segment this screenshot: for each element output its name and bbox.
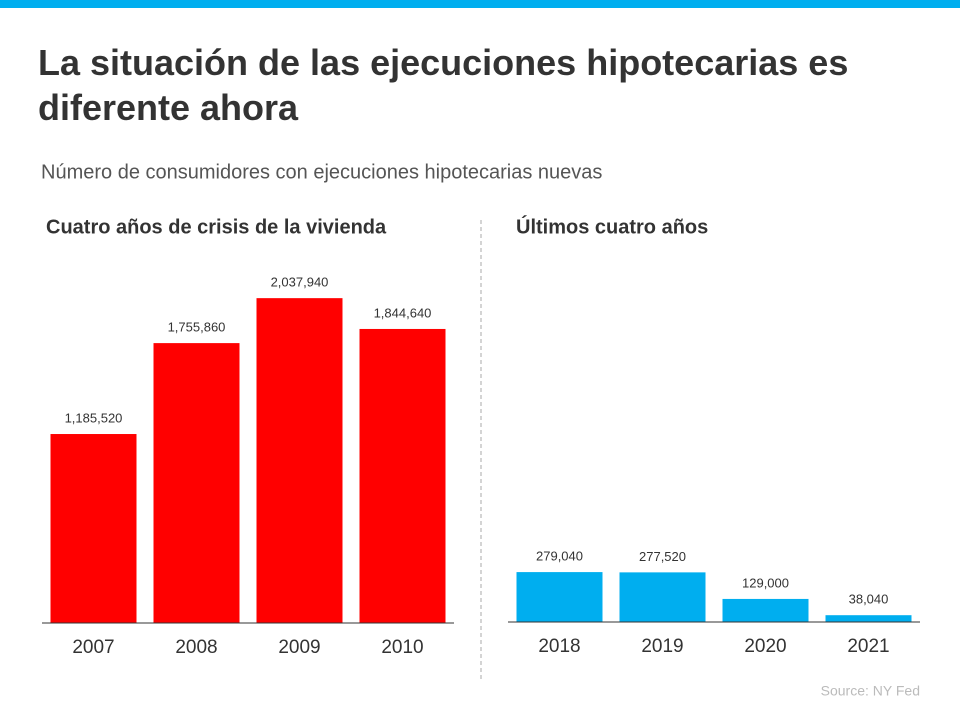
subtitle: Número de consumidores con ejecuciones h…: [41, 161, 602, 183]
x-tick-label: 2008: [175, 637, 217, 658]
bar: [256, 298, 343, 623]
bar: [825, 615, 912, 622]
value-label: 38,040: [849, 592, 889, 607]
value-label: 279,040: [536, 549, 583, 564]
chart-title: Últimos cuatro años: [516, 214, 708, 238]
value-label: 1,755,860: [168, 320, 226, 335]
bar: [50, 434, 137, 623]
x-tick-label: 2019: [641, 636, 683, 657]
bar: [722, 598, 809, 622]
value-label: 1,185,520: [65, 410, 123, 425]
value-label: 1,844,640: [374, 305, 432, 320]
source: Source: NY Fed: [821, 683, 920, 699]
top-band: [0, 0, 960, 8]
bar: [153, 343, 240, 623]
x-tick-label: 2010: [381, 637, 423, 658]
title: La situación de las ejecuciones hipoteca…: [38, 42, 849, 128]
x-tick-label: 2007: [72, 637, 114, 658]
x-tick-label: 2009: [278, 637, 320, 658]
value-label: 277,520: [639, 549, 686, 564]
bar: [619, 572, 706, 622]
value-label: 2,037,940: [271, 275, 329, 290]
bar: [516, 572, 603, 622]
bar: [359, 328, 446, 623]
title-box: La situación de las ejecuciones hipoteca…: [38, 42, 849, 128]
chart-title: Cuatro años de crisis de la vivienda: [46, 216, 387, 238]
value-label: 129,000: [742, 575, 789, 590]
x-tick-label: 2018: [538, 636, 580, 657]
x-tick-label: 2020: [744, 636, 786, 657]
x-tick-label: 2021: [847, 636, 889, 657]
